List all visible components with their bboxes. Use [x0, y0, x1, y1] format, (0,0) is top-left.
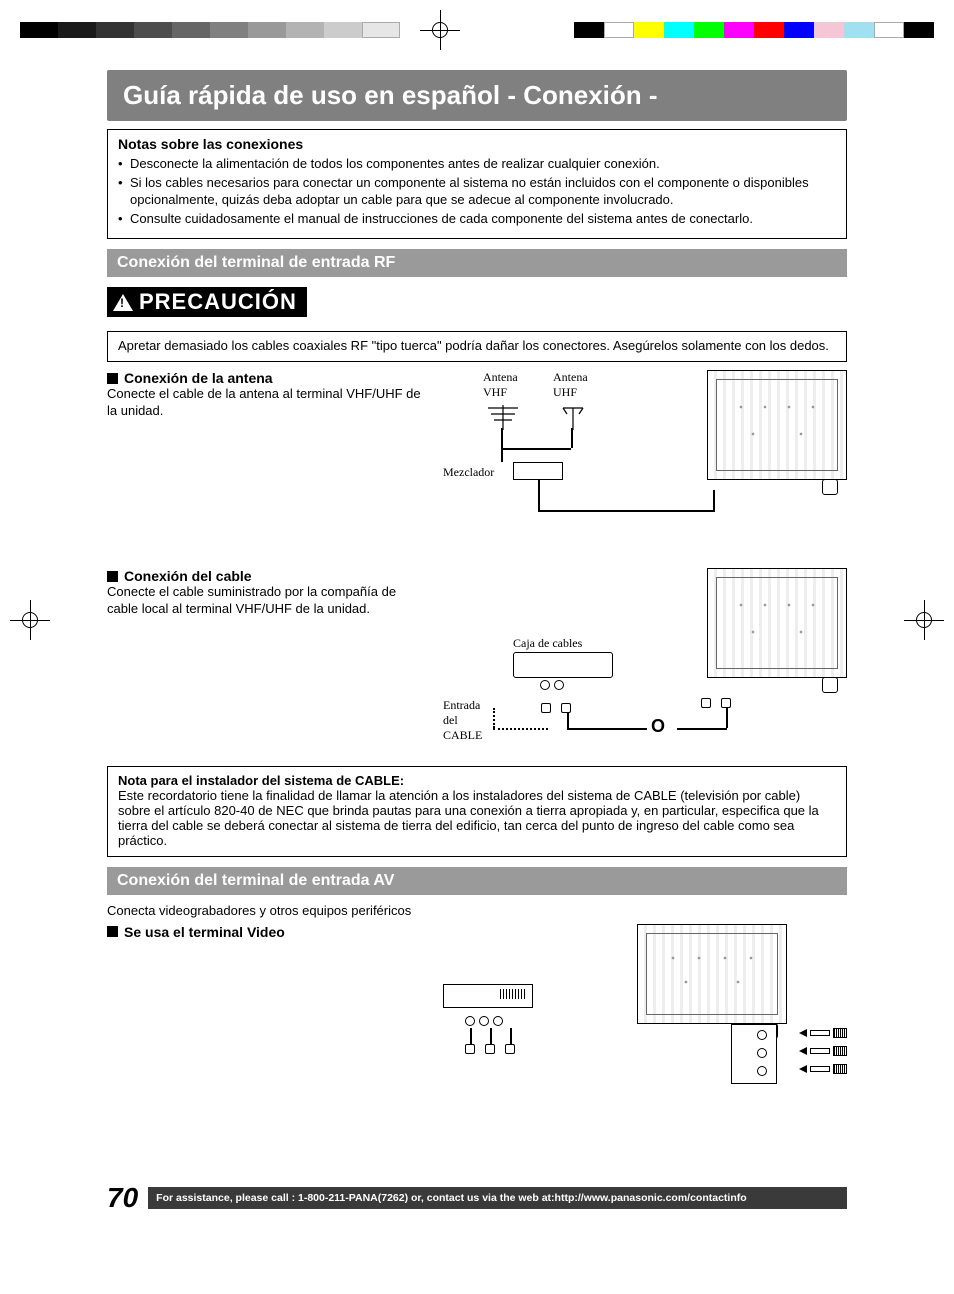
antenna-section: Conexión de la antena Conecte el cable d… — [107, 370, 847, 550]
tv-back-icon — [637, 924, 787, 1024]
grayscale-bar — [20, 22, 400, 38]
uhf-antenna-icon — [553, 400, 593, 430]
warning-triangle-icon — [113, 294, 133, 311]
notes-box: Notas sobre las conexiones Desconecte la… — [107, 129, 847, 239]
section-av-bar: Conexión del terminal de entrada AV — [107, 867, 847, 895]
crop-mark-left — [10, 600, 50, 640]
section-rf-bar: Conexión del terminal de entrada RF — [107, 249, 847, 277]
vhf-antenna-icon — [483, 400, 523, 430]
cable-box-label: Caja de cables — [513, 636, 582, 651]
cable-body: Conecte el cable suministrado por la com… — [107, 584, 427, 618]
page-number: 70 — [107, 1182, 138, 1214]
av-section: Se usa el terminal Video — [107, 924, 847, 1104]
antenna-heading: Conexión de la antena — [107, 370, 427, 386]
installer-note-box: Nota para el instalador del sistema de C… — [107, 766, 847, 857]
rca-plug-icon — [799, 1046, 847, 1056]
footer-bar: For assistance, please call : 1-800-211-… — [148, 1187, 847, 1209]
installer-body: Este recordatorio tiene la finalidad de … — [118, 788, 819, 848]
page-content: Guía rápida de uso en español - Conexión… — [107, 70, 847, 1104]
rca-plug-icon — [799, 1028, 847, 1038]
antenna-diagram: Antena VHF Antena UHF Mezclador — [443, 370, 847, 550]
precaution-label: PRECAUCIÓN — [107, 287, 307, 317]
color-bar — [574, 22, 934, 38]
page-footer: 70 For assistance, please call : 1-800-2… — [107, 1182, 847, 1214]
tv-back-icon — [707, 370, 847, 480]
vhf-label: Antena VHF — [483, 370, 518, 400]
main-title: Guía rápida de uso en español - Conexión… — [107, 70, 847, 121]
cable-heading: Conexión del cable — [107, 568, 427, 584]
cable-box-ports — [538, 680, 566, 693]
mixer-box — [513, 462, 563, 480]
cable-diagram: Caja de cables Entrada del CABLE O — [443, 568, 847, 758]
notes-item: Desconecte la alimentación de todos los … — [118, 156, 836, 172]
av-diagram — [443, 924, 847, 1104]
vcr-icon — [443, 984, 533, 1008]
av-heading: Se usa el terminal Video — [107, 924, 427, 940]
crop-mark-top — [420, 10, 460, 50]
notes-item: Si los cables necesarios para conectar u… — [118, 175, 836, 208]
cable-section: Conexión del cable Conecte el cable sumi… — [107, 568, 847, 758]
notes-list: Desconecte la alimentación de todos los … — [118, 156, 836, 227]
or-label: O — [651, 716, 665, 737]
uhf-label: Antena UHF — [553, 370, 588, 400]
cable-in-label: Entrada del CABLE — [443, 698, 482, 743]
rca-plug-icon — [799, 1064, 847, 1074]
precaution-body: Apretar demasiado los cables coaxiales R… — [118, 338, 829, 353]
installer-heading: Nota para el instalador del sistema de C… — [118, 773, 404, 788]
av-intro: Conecta videograbadores y otros equipos … — [107, 903, 847, 920]
crop-mark-right — [904, 600, 944, 640]
mixer-label: Mezclador — [443, 465, 494, 480]
antenna-body: Conecte el cable de la antena al termina… — [107, 386, 427, 420]
precaution-box: Apretar demasiado los cables coaxiales R… — [107, 331, 847, 362]
print-marks-top — [0, 0, 954, 70]
tv-av-panel — [731, 1024, 777, 1084]
cable-box — [513, 652, 613, 678]
notes-heading: Notas sobre las conexiones — [118, 136, 836, 152]
precaution-text: PRECAUCIÓN — [139, 289, 297, 315]
notes-item: Consulte cuidadosamente el manual de ins… — [118, 211, 836, 227]
tv-back-icon — [707, 568, 847, 678]
